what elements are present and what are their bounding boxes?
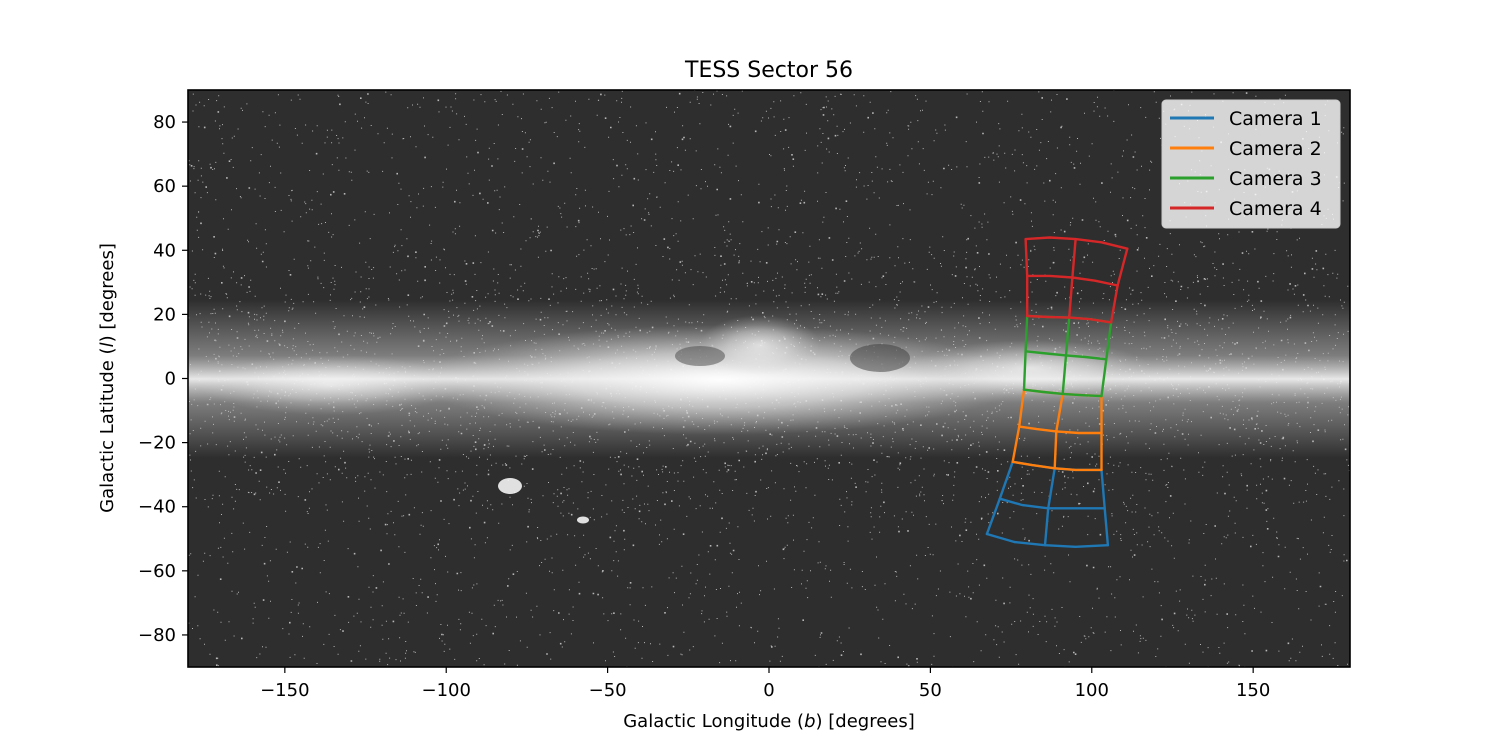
footprint-line: [1024, 237, 1029, 318]
y-tick-label: 0: [165, 369, 176, 390]
footprint-line: [1109, 247, 1129, 324]
y-tick-label: 40: [153, 240, 176, 261]
sky-map-background: [188, 90, 1350, 667]
legend: Camera 1 Camera 2 Camera 3 Camera 4: [1161, 99, 1341, 229]
y-tick-label: 80: [153, 112, 176, 133]
x-tick-label: −50: [589, 680, 627, 701]
y-tick-label: 60: [153, 176, 176, 197]
footprint-line: [1100, 468, 1110, 547]
camera-footprints: [985, 236, 1129, 548]
legend-label: Camera 4: [1229, 198, 1322, 220]
x-tick-label: 0: [763, 680, 774, 701]
x-tick-label: 50: [919, 680, 942, 701]
footprint-line: [1022, 314, 1029, 391]
small-magellanic-cloud: [577, 516, 589, 524]
y-axis-label: Galactic Latitude (l) [degrees]: [97, 243, 118, 513]
x-tick-label: 150: [1236, 680, 1270, 701]
x-axis-label: Galactic Longitude (b) [degrees]: [623, 711, 915, 732]
legend-label: Camera 1: [1229, 108, 1322, 130]
large-magellanic-cloud: [498, 478, 522, 494]
legend-box: [1161, 99, 1341, 229]
footprint-line: [1061, 316, 1071, 396]
footprint-line: [1043, 467, 1056, 547]
legend-label: Camera 2: [1229, 138, 1322, 160]
legend-label: Camera 3: [1229, 168, 1322, 190]
footprint-line: [1011, 388, 1026, 463]
y-tick-label: −40: [138, 497, 176, 518]
series-camera-4: [1024, 236, 1129, 324]
footprint-line: [1053, 392, 1064, 470]
x-axis-ticks: −150 −100 −50 0 50 100 150: [260, 667, 1270, 701]
series-camera-2: [1011, 388, 1103, 472]
x-tick-label: −150: [260, 680, 309, 701]
chart-title: TESS Sector 56: [684, 58, 853, 83]
y-tick-label: −80: [138, 625, 176, 646]
y-tick-label: −20: [138, 433, 176, 454]
x-tick-label: −100: [421, 680, 470, 701]
y-tick-label: −60: [138, 561, 176, 582]
footprint-line: [1100, 321, 1113, 398]
footprint-line: [985, 460, 1014, 536]
y-axis-ticks: −80 −60 −40 −20 0 20 40 60 80: [138, 112, 188, 646]
footprint-line: [1067, 237, 1077, 319]
x-tick-label: 100: [1075, 680, 1109, 701]
y-tick-label: 20: [153, 304, 176, 325]
